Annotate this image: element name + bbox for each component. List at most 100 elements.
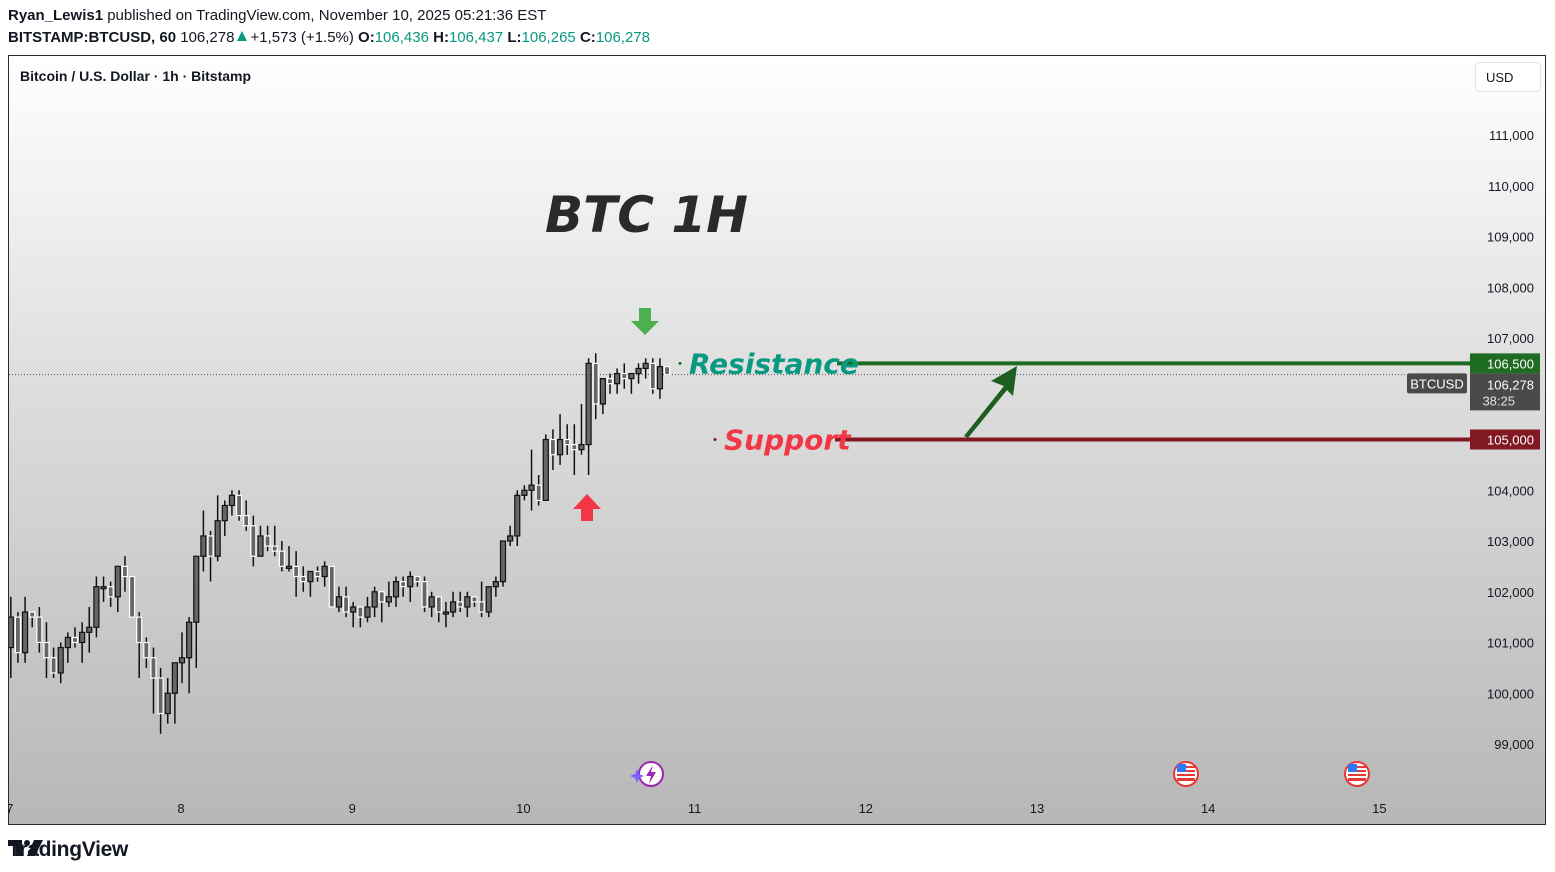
resistance-label: Resistance xyxy=(689,347,859,380)
x-axis-label: 9 xyxy=(349,801,356,816)
current-price-tag xyxy=(1470,373,1540,411)
candle-body xyxy=(186,621,193,659)
candle-body xyxy=(628,372,635,380)
candle-body xyxy=(50,657,57,674)
publish-info: Ryan_Lewis1 published on TradingView.com… xyxy=(8,7,546,25)
candle-body xyxy=(300,575,307,583)
high-label: H: xyxy=(433,29,449,46)
candle-body xyxy=(250,525,257,557)
candle-body xyxy=(371,591,378,608)
candle-body xyxy=(200,535,207,557)
candle-body xyxy=(392,580,400,598)
candle-body xyxy=(364,606,371,618)
candle-body xyxy=(507,535,514,542)
candle-body xyxy=(143,641,150,659)
svg-text:BTCUSD: BTCUSD xyxy=(1410,376,1463,391)
candle-body xyxy=(528,484,535,491)
currency-button[interactable]: USD xyxy=(1475,62,1541,92)
support-price-tag xyxy=(1470,429,1540,450)
x-axis-label: 12 xyxy=(859,801,873,816)
y-axis-label: 109,000 xyxy=(1487,230,1534,245)
candle-body xyxy=(93,586,100,628)
x-axis-label: 7 xyxy=(9,801,13,816)
candle-body xyxy=(121,565,129,578)
candle-body xyxy=(599,378,606,405)
candle-body xyxy=(435,596,442,613)
candle-body xyxy=(471,596,478,603)
y-axis-label: 100,000 xyxy=(1487,686,1534,701)
candle-body xyxy=(278,550,285,567)
low-value: 106,265 xyxy=(521,29,576,46)
candle-body xyxy=(656,366,664,390)
candle-body xyxy=(499,540,507,583)
chart-pane[interactable]: 99,000 100,000 101,000 102,000 103,000 104,00… xyxy=(8,55,1546,825)
y-axis-label: 101,000 xyxy=(1487,636,1534,651)
x-axis-label: 15 xyxy=(1372,801,1386,816)
candle-body xyxy=(71,636,79,644)
y-axis-label: 107,000 xyxy=(1487,331,1534,346)
candle-body xyxy=(307,570,314,583)
author-name[interactable]: Ryan_Lewis1 xyxy=(8,7,104,24)
candle-body xyxy=(171,662,178,694)
candle-body xyxy=(556,438,564,456)
candle-body xyxy=(564,438,571,446)
candle-body xyxy=(335,596,343,608)
candle-body xyxy=(414,575,421,583)
candle-body xyxy=(464,596,471,608)
candle-body xyxy=(228,494,236,507)
y-axis-label: 108,000 xyxy=(1487,280,1534,295)
candle-body xyxy=(478,601,485,613)
candle-body xyxy=(328,565,335,608)
candle-body xyxy=(457,601,464,608)
candle-body xyxy=(535,484,542,501)
lightning-icon xyxy=(646,765,656,784)
up-arrow-icon xyxy=(573,494,601,521)
last-price: 106,278 xyxy=(180,29,235,46)
x-axis-label: 10 xyxy=(516,801,530,816)
candle-body xyxy=(542,438,549,502)
candle-body xyxy=(243,515,250,527)
candle-body xyxy=(492,580,499,588)
candle-body xyxy=(150,657,157,679)
chart-symbol-title: Bitcoin / U.S. Dollar · 1h · Bitstamp xyxy=(20,68,252,84)
y-axis-label: 111,000 xyxy=(1489,128,1534,143)
tradingview-logo-icon xyxy=(8,840,43,856)
candle-body xyxy=(207,535,214,557)
up-triangle-icon xyxy=(237,31,248,41)
candle-body xyxy=(264,535,271,547)
candle-body xyxy=(21,611,29,654)
candle-body xyxy=(400,580,407,588)
tradingview-logo[interactable]: TradingView xyxy=(8,838,128,862)
y-axis-label: 102,000 xyxy=(1487,585,1534,600)
candlestick-chart[interactable]: 99,000 100,000 101,000 102,000 103,000 104,00… xyxy=(9,56,1546,825)
resistance-anchor[interactable] xyxy=(678,361,682,365)
candle-body xyxy=(43,641,50,659)
symbol-tag xyxy=(1407,373,1467,394)
candle-body xyxy=(257,535,264,557)
low-label: L: xyxy=(507,29,522,46)
open-value: 106,436 xyxy=(374,29,429,46)
support-anchor[interactable] xyxy=(713,438,717,441)
candle-body xyxy=(350,606,357,613)
candle-body xyxy=(136,616,143,644)
candle-body xyxy=(549,438,557,456)
candle-body xyxy=(293,565,300,578)
down-arrow-icon xyxy=(631,308,659,335)
candle-body xyxy=(321,565,328,578)
candle-body xyxy=(635,367,642,375)
bar-countdown: 38:25 xyxy=(1482,393,1515,408)
resistance-price-tag xyxy=(1470,353,1540,374)
candle-body xyxy=(164,692,171,715)
candle-body xyxy=(385,596,392,603)
candle-body xyxy=(649,362,656,390)
candle-body xyxy=(521,489,528,496)
candle-body xyxy=(114,565,121,598)
candle-body xyxy=(357,606,364,618)
candle-body xyxy=(606,378,614,385)
candle-body xyxy=(285,565,293,569)
candle-body xyxy=(157,677,164,715)
candle-body xyxy=(407,575,414,588)
candle-body xyxy=(178,657,186,664)
candle-body xyxy=(57,646,64,674)
candle-body xyxy=(342,596,350,613)
